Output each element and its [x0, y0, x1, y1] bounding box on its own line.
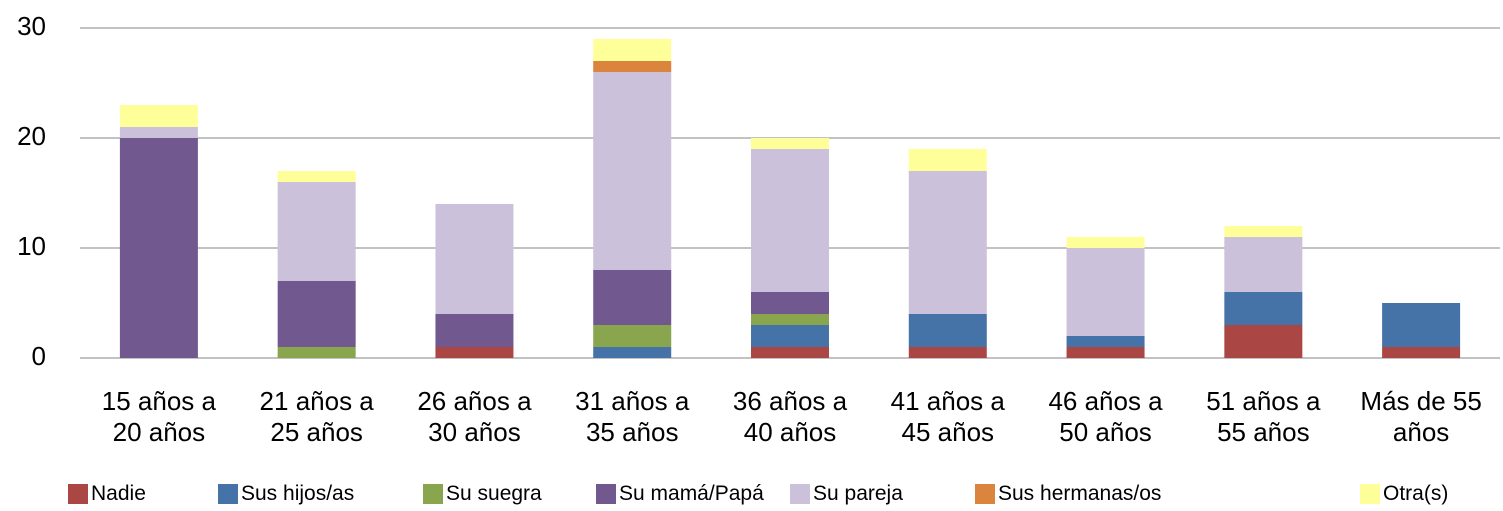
bar-segment	[751, 138, 829, 149]
bar-segment	[119, 127, 198, 138]
legend-label: Su pareja	[813, 482, 903, 505]
bar-segment	[1382, 303, 1461, 347]
y-tick-label: 20	[17, 121, 46, 151]
bar-segment	[1066, 336, 1145, 347]
bar-segment	[593, 72, 672, 270]
legend-item: Sus hermanas/os	[975, 482, 1161, 506]
x-tick-label: 41 años a 45 años	[890, 386, 1005, 447]
legend-item: Otra(s)	[1360, 482, 1448, 506]
bar-segment	[751, 314, 829, 325]
bar-segment	[593, 325, 672, 347]
legend-swatch	[975, 484, 995, 504]
legend-swatch	[596, 484, 616, 504]
legend-label: Sus hermanas/os	[998, 482, 1162, 505]
bar-segment	[1066, 248, 1145, 336]
legend-label: Sus hijos/as	[241, 482, 355, 505]
bar-segment	[751, 325, 829, 347]
bar-segment	[1066, 347, 1145, 358]
x-tick-label: 46 años a 50 años	[1048, 386, 1163, 447]
bar-segment	[908, 314, 987, 347]
legend-item: Su pareja	[790, 482, 903, 506]
y-tick-label: 10	[17, 231, 46, 261]
legend-label: Nadie	[91, 482, 146, 505]
legend-item: Nadie	[68, 482, 146, 506]
bar-segment	[1224, 226, 1303, 237]
bar-segment	[277, 347, 356, 358]
legend: Nadie Sus hijos/as Su suegra Su mamá/Papá Su…	[0, 482, 1503, 508]
legend-swatch	[1360, 484, 1380, 504]
x-tick-label: 31 años a 35 años	[575, 386, 690, 447]
legend-label: Su mamá/Papá	[619, 482, 764, 505]
legend-label: Otra(s)	[1383, 482, 1449, 505]
bar-segment	[277, 281, 356, 347]
bar-segment	[593, 39, 672, 61]
chart: 0 10 20 30	[17, 11, 1500, 371]
bar-segment	[435, 314, 514, 347]
legend-swatch	[218, 484, 238, 504]
legend-swatch	[790, 484, 810, 504]
bar-segment	[751, 149, 829, 292]
bar-segment	[277, 171, 356, 182]
bar-segment	[593, 61, 672, 72]
legend-swatch	[68, 484, 88, 504]
bar-segment	[277, 182, 356, 281]
bar-segment	[1224, 237, 1303, 292]
bar-segment	[435, 347, 514, 358]
bar-segment	[908, 149, 987, 171]
bar-segment	[751, 292, 829, 314]
bar-segment	[119, 105, 198, 127]
legend-item: Su mamá/Papá	[596, 482, 764, 506]
y-tick-label: 0	[32, 341, 46, 371]
legend-swatch	[423, 484, 443, 504]
legend-item: Su suegra	[423, 482, 542, 506]
bar-segment	[593, 347, 672, 358]
bar-segment	[908, 171, 987, 314]
bar-segment	[751, 347, 829, 358]
x-tick-label: 36 años a 40 años	[732, 386, 848, 447]
x-tick-label: 21 años a 25 años	[259, 386, 374, 447]
legend-label: Su suegra	[446, 482, 542, 505]
bar-segment	[1224, 292, 1303, 325]
x-tick-label: Más de 55 años	[1360, 386, 1482, 447]
bar-segment	[593, 270, 672, 325]
bar-segment	[1382, 347, 1461, 358]
bar-segment	[1224, 325, 1303, 358]
x-tick-label: 51 años a 55 años	[1206, 386, 1321, 447]
x-tick-label: 26 años a 30 años	[417, 386, 532, 447]
y-tick-label: 30	[17, 11, 46, 41]
legend-item: Sus hijos/as	[218, 482, 354, 506]
bar-segment	[1066, 237, 1145, 248]
bar-segment	[908, 347, 987, 358]
bar-segment	[119, 138, 198, 358]
x-tick-label: 15 años a 20 años	[101, 386, 216, 447]
bar-segment	[435, 204, 514, 314]
